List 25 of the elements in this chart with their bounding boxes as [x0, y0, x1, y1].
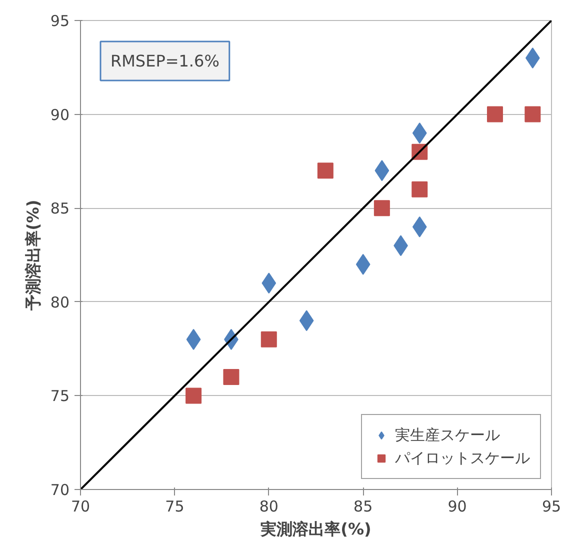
point: [412, 181, 428, 198]
y-tick-label: 75: [50, 387, 70, 406]
legend-label: 実生産スケール: [395, 426, 500, 444]
y-tick-label: 70: [50, 481, 70, 499]
x-tick-label: 80: [259, 498, 278, 516]
x-axis-title: 実測溶出率(%): [260, 520, 372, 538]
point: [317, 162, 334, 179]
point: [524, 106, 541, 122]
point: [186, 388, 202, 404]
x-tick-label: 75: [165, 498, 184, 516]
x-tick-label: 85: [354, 498, 373, 516]
point: [374, 200, 390, 216]
y-tick-label: 95: [50, 12, 70, 30]
annotation: RMSEP=1.6%: [110, 52, 220, 70]
x-tick-label: 70: [70, 498, 90, 516]
x-tick-label: 95: [542, 498, 562, 516]
point: [223, 368, 240, 385]
legend-label: パイロットスケール: [395, 448, 530, 468]
y-tick-label: 80: [50, 293, 70, 312]
y-axis-title: 予測溶出率(%): [23, 200, 42, 312]
y-tick-label: 90: [50, 106, 70, 124]
point: [486, 106, 503, 122]
x-tick-label: 90: [448, 498, 467, 516]
y-tick-label: 85: [50, 200, 70, 218]
point: [260, 331, 277, 348]
